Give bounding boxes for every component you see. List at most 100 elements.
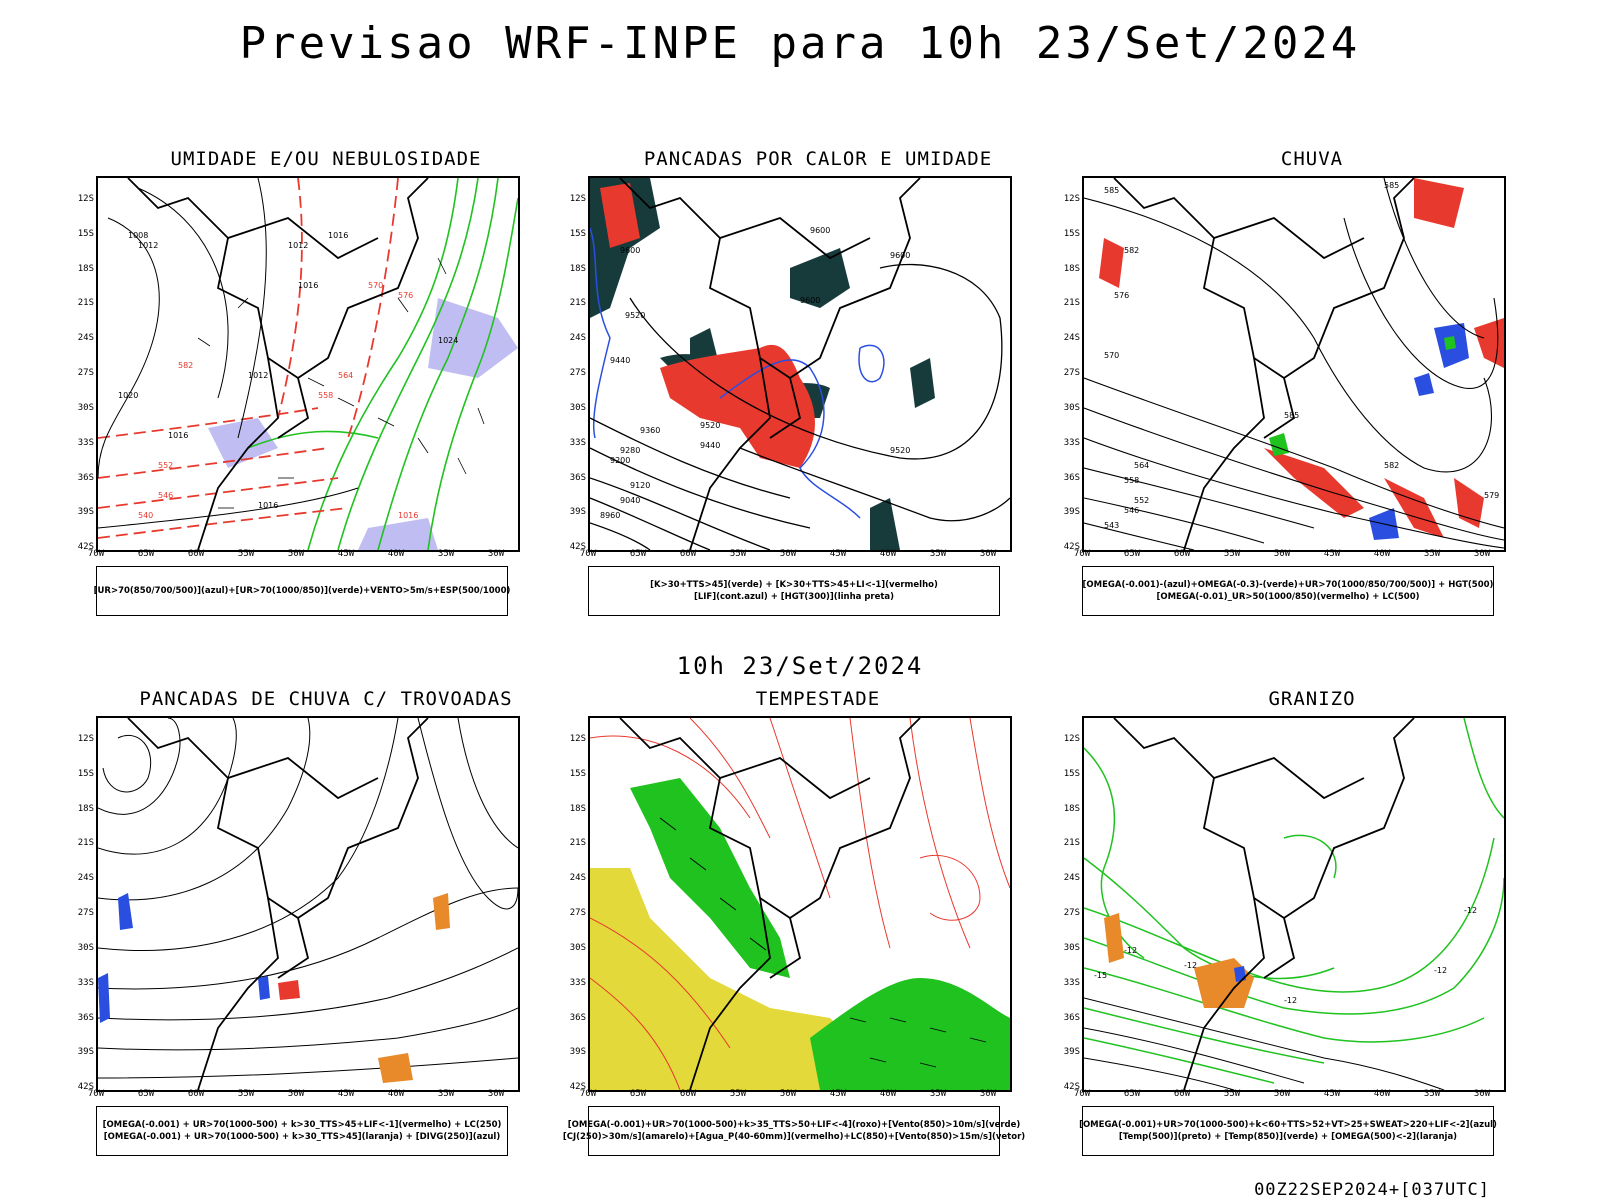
contour-label: 582 — [1384, 461, 1399, 470]
lat-label: 33S — [77, 978, 94, 988]
contour-label: 9280 — [620, 446, 640, 455]
lat-label: 15S — [77, 769, 94, 779]
contour-label: 576 — [1114, 291, 1129, 300]
contour-label: 1008 — [128, 231, 148, 240]
contour-label: 1012 — [248, 371, 268, 380]
panel-trovoadas: PANCADAS DE CHUVA C/ TROVOADAS — [76, 688, 576, 1178]
legend-line: [CJ(250)>30m/s](amarelo)+[Agua_P(40-60mm… — [562, 1132, 1026, 1142]
green-omega-areas — [1269, 336, 1456, 456]
red-lc-contours — [590, 718, 1010, 1090]
contour-label: 558 — [1124, 476, 1139, 485]
contour-label: 1016 — [168, 431, 188, 440]
contour-label: 9520 — [625, 311, 645, 320]
humidity-area — [428, 298, 518, 378]
contour-label: -12 — [1124, 946, 1137, 955]
lat-label: 33S — [77, 438, 94, 448]
panel-tempestade: TEMPESTADE — [563, 688, 1068, 1178]
contour-label: -12 — [1284, 996, 1297, 1005]
panel-title: UMIDADE E/OU NEBULOSIDADE — [170, 148, 482, 170]
green-temp850-contours — [1084, 718, 1504, 1084]
panel-title: GRANIZO — [1268, 688, 1356, 710]
map-frame — [588, 716, 1012, 1092]
contour-label: 585 — [1384, 181, 1399, 190]
legend-line: [OMEGA(-0.001) + UR>70(1000-500) + k>30_… — [103, 1132, 501, 1142]
contour-label: 1016 — [328, 231, 348, 240]
contour-label: 579 — [1484, 491, 1499, 500]
contour-label: 558 — [318, 391, 333, 400]
legend-line: [K>30+TTS>45](verde) + [K>30+TTS>45+LI<-… — [650, 580, 938, 590]
map-frame: -12 -12 -15 -12 -12 -12 — [1082, 716, 1506, 1092]
contour-label: 552 — [1134, 496, 1149, 505]
black-hgt-contours — [590, 263, 1010, 550]
contour-label: 1020 — [118, 391, 138, 400]
panel-legend: [OMEGA(-0.001)-(azul)+OMEGA(-0.3)-(verde… — [1082, 566, 1494, 616]
contour-label: 9040 — [620, 496, 640, 505]
panel-title: CHUVA — [1280, 148, 1344, 170]
contour-label: -12 — [1434, 966, 1447, 975]
red-thickness-contours — [98, 178, 399, 539]
orange-thunder-areas — [378, 893, 450, 1083]
black-temp500-contours — [1084, 997, 1445, 1090]
panel-legend: [K>30+TTS>45](verde) + [K>30+TTS>45+LI<-… — [588, 566, 1000, 616]
lat-label: 21S — [77, 838, 94, 848]
contour-label: 1016 — [258, 501, 278, 510]
lat-label: 39S — [77, 507, 94, 517]
black-hgt-contours — [1084, 178, 1504, 550]
lat-label: 12S — [77, 734, 94, 744]
contour-label: 552 — [158, 461, 173, 470]
panel-title: PANCADAS DE CHUVA C/ TROVOADAS — [139, 688, 513, 710]
green-wind-areas — [630, 778, 1010, 1090]
contour-label: 1012 — [138, 241, 158, 250]
contour-label: -12 — [1464, 906, 1477, 915]
country-borders — [127, 718, 429, 1090]
panel-title: TEMPESTADE — [755, 688, 881, 710]
contour-label: 570 — [368, 281, 383, 290]
lat-label: 12S — [77, 194, 94, 204]
blue-divg-areas — [98, 893, 270, 1023]
contour-label: 8960 — [600, 511, 620, 520]
blue-hail-areas — [1234, 966, 1246, 982]
map-frame — [96, 716, 520, 1092]
contour-label: 9520 — [700, 421, 720, 430]
contour-label: 1016 — [298, 281, 318, 290]
run-time-footer: 00Z22SEP2024+[037UTC] — [1254, 1180, 1490, 1200]
panel-legend: [OMEGA(-0.001)+UR>70(1000-500)+k>35_TTS>… — [563, 1106, 1025, 1156]
map-frame: 1008 1012 1012 1016 1016 1020 1024 1012 1016 1016… — [96, 176, 520, 552]
lat-label: 42S — [77, 542, 94, 552]
contour-label: 582 — [178, 361, 193, 370]
lat-label: 15S — [77, 229, 94, 239]
contour-label: 9440 — [700, 441, 720, 450]
contour-label: 540 — [138, 511, 153, 520]
lat-label: 24S — [77, 873, 94, 883]
contour-label: 1016 — [398, 511, 418, 520]
lat-label: 36S — [77, 473, 94, 483]
contour-label: 546 — [158, 491, 173, 500]
contour-label: -15 — [1094, 971, 1107, 980]
legend-line: [UR>70(850/700/500)](azul)+[UR>70(1000/8… — [93, 586, 511, 596]
lat-label: 42S — [77, 1082, 94, 1092]
contour-label: 9600 — [800, 296, 820, 305]
panel-chuva: CHUVA — [1062, 148, 1562, 638]
contour-label: 9440 — [610, 356, 630, 365]
panel-legend: [UR>70(850/700/500)](azul)+[UR>70(1000/8… — [93, 566, 511, 616]
black-pressure-contours — [98, 178, 359, 529]
contour-label: 570 — [1104, 351, 1119, 360]
country-borders — [127, 178, 429, 550]
lat-label: 18S — [77, 804, 94, 814]
green-humidity-contours — [247, 178, 518, 550]
contour-label: 9360 — [640, 426, 660, 435]
contour-label: 9200 — [610, 456, 630, 465]
contour-label: 543 — [1104, 521, 1119, 530]
panel-title: PANCADAS POR CALOR E UMIDADE — [643, 148, 993, 170]
contour-label: 576 — [398, 291, 413, 300]
legend-line: [OMEGA(-0.001)-(azul)+OMEGA(-0.3)-(verde… — [1082, 580, 1494, 590]
map-tempestade — [590, 718, 1010, 1090]
lat-label: 24S — [77, 333, 94, 343]
contour-label: 582 — [1124, 246, 1139, 255]
contour-label: 9120 — [630, 481, 650, 490]
lat-label: 18S — [77, 264, 94, 274]
legend-line: [OMEGA(-0.001)+UR>70(1000-500)+k>35_TTS>… — [567, 1120, 1021, 1130]
main-title: Previsao WRF-INPE para 10h 23/Set/2024 — [239, 18, 1361, 69]
